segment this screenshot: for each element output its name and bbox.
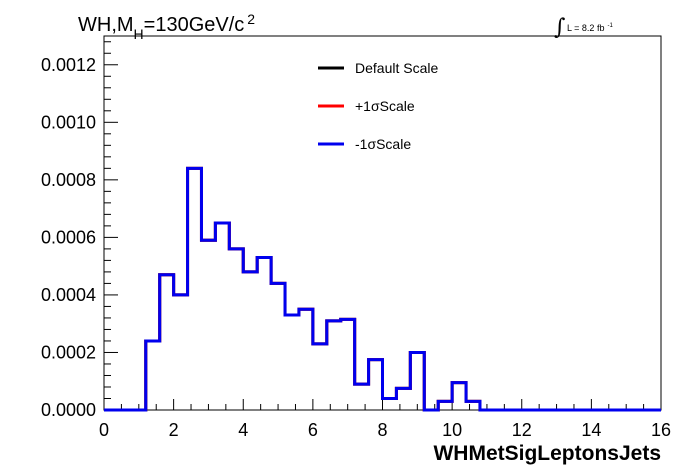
legend: Default Scale +1σScale -1σScale xyxy=(318,60,438,152)
y-tick-label: 0.0006 xyxy=(41,227,96,247)
x-tick-label: 10 xyxy=(442,420,462,440)
legend-label: Default Scale xyxy=(355,60,438,76)
legend-label: -1σScale xyxy=(355,136,411,152)
y-tick-label: 0.0008 xyxy=(41,170,96,190)
title-middle: =130GeV/c xyxy=(144,14,245,36)
integral-symbol: ∫ xyxy=(554,15,566,40)
series-line-2 xyxy=(104,166,661,412)
y-tick-label: 0.0012 xyxy=(41,55,96,75)
x-axis-title: WHMetSigLeptonsJets xyxy=(433,442,661,465)
chart-title: WH,MH=130GeV/c 2 xyxy=(78,11,255,42)
x-tick-label: 16 xyxy=(651,420,671,440)
x-tick-label: 2 xyxy=(169,420,179,440)
x-tick-label: 14 xyxy=(581,420,601,440)
title-subscript: H xyxy=(134,26,144,42)
luminosity-label: L = 8.2 fb -1 xyxy=(567,23,613,33)
y-tick-label: 0.0010 xyxy=(41,112,96,132)
y-tick-label: 0.0000 xyxy=(41,400,96,420)
x-tick-label: 4 xyxy=(238,420,248,440)
luminosity-exponent: -1 xyxy=(607,23,613,29)
x-tick-label: 6 xyxy=(308,420,318,440)
x-tick-label: 0 xyxy=(99,420,109,440)
y-tick-label: 0.0004 xyxy=(41,285,96,305)
x-tick-label: 12 xyxy=(512,420,532,440)
title-superscript: 2 xyxy=(247,11,255,27)
legend-label: +1σScale xyxy=(355,98,415,114)
series-layer xyxy=(104,166,661,412)
x-tick-label: 8 xyxy=(377,420,387,440)
y-axis: 0.0000 0.0002 0.0004 0.0006 0.0008 0.0010 0.00… xyxy=(41,36,118,420)
y-tick-label: 0.0002 xyxy=(41,342,96,362)
